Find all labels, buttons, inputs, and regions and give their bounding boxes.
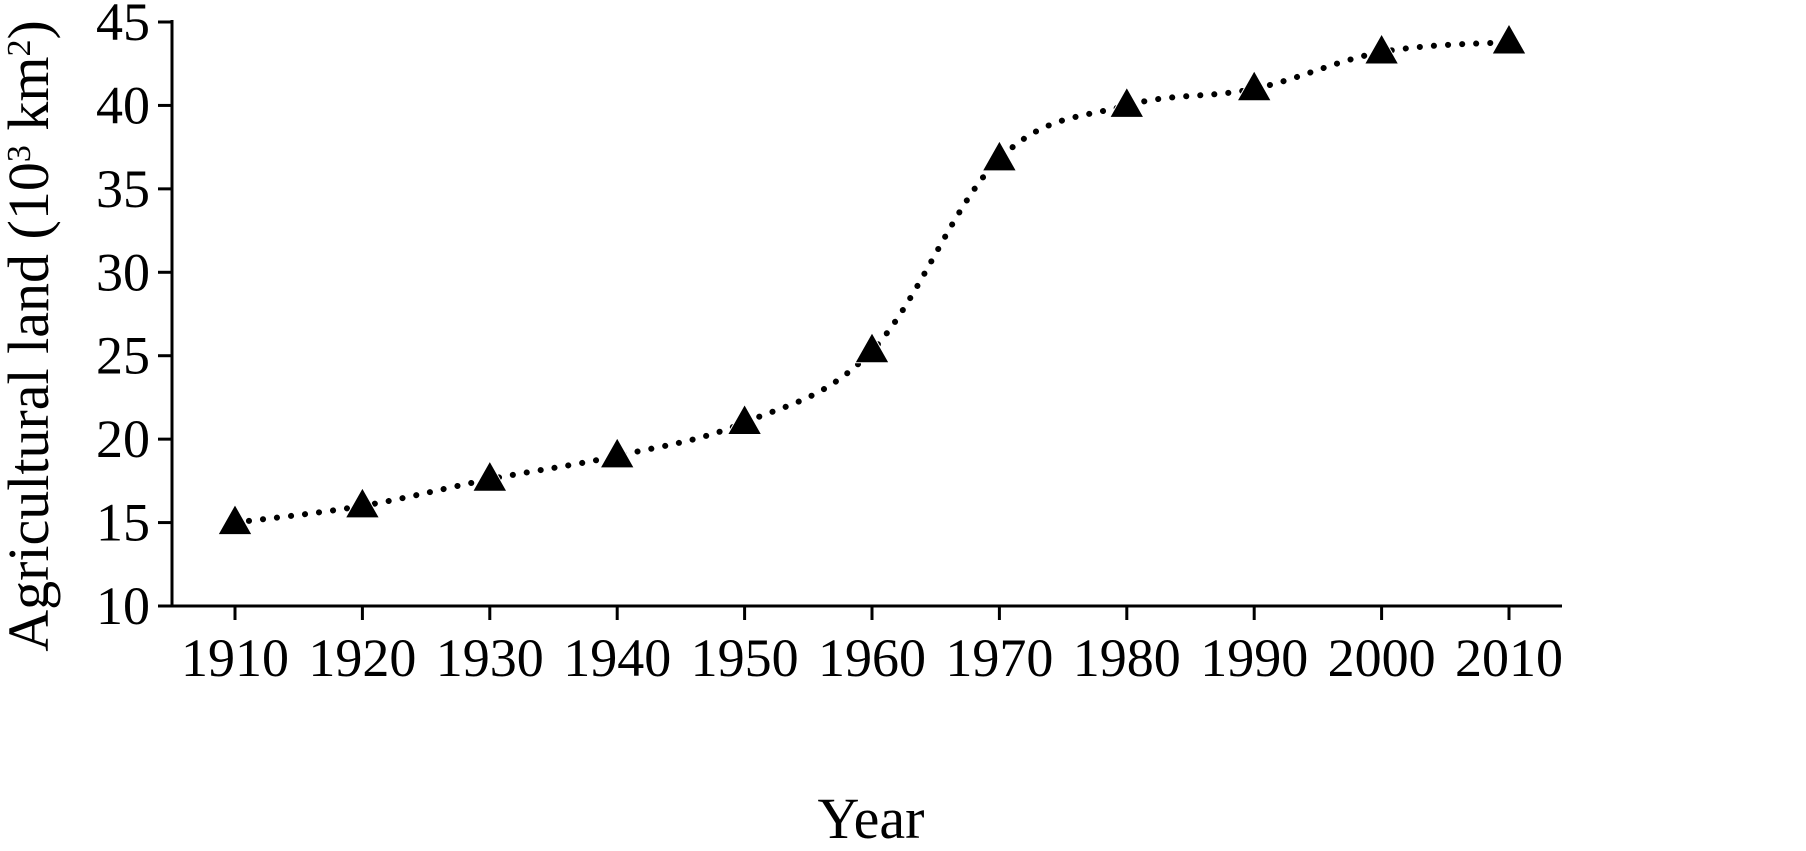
x-tick-label: 1920 bbox=[308, 628, 416, 688]
y-tick-label: 10 bbox=[96, 576, 150, 636]
y-tick-label: 35 bbox=[96, 159, 150, 219]
x-tick-label: 1970 bbox=[945, 628, 1053, 688]
y-axis-title-mid: km bbox=[0, 57, 61, 146]
data-point-triangle bbox=[344, 486, 381, 519]
y-tick-label: 40 bbox=[96, 75, 150, 135]
x-tick-label: 2010 bbox=[1455, 628, 1563, 688]
x-tick-label: 1910 bbox=[181, 628, 289, 688]
y-axis-title-suffix: ) bbox=[0, 20, 61, 39]
x-tick-label: 1930 bbox=[436, 628, 544, 688]
y-tick-label: 25 bbox=[96, 326, 150, 386]
x-tick-label: 2000 bbox=[1328, 628, 1436, 688]
data-point-triangle bbox=[1363, 33, 1400, 65]
data-markers bbox=[217, 23, 1527, 536]
y-axis-title-sup2: 2 bbox=[1, 40, 38, 57]
y-axis-title: Agricultural land (103 km2) bbox=[0, 20, 61, 652]
y-ticks: 10 15 20 25 30 35 40 45 bbox=[96, 0, 172, 636]
x-axis-title: Year bbox=[818, 786, 925, 851]
data-point-triangle bbox=[1491, 23, 1527, 55]
data-point-triangle bbox=[854, 331, 890, 364]
y-tick-label: 30 bbox=[96, 242, 150, 302]
x-ticks: 1910 1920 1930 1940 1950 1960 1970 1980 1990 2000… bbox=[181, 606, 1563, 688]
y-tick-label: 20 bbox=[96, 409, 150, 469]
data-point-triangle bbox=[599, 436, 636, 469]
data-point-triangle bbox=[471, 460, 508, 492]
data-point-triangle bbox=[1108, 86, 1145, 118]
y-axis-title-sup1: 3 bbox=[1, 145, 38, 162]
series-line bbox=[232, 39, 1512, 526]
x-tick-label: 1990 bbox=[1200, 628, 1308, 688]
data-point-triangle bbox=[1236, 69, 1273, 102]
y-axis-title-prefix: Agricultural land (10 bbox=[0, 162, 61, 652]
data-point-triangle bbox=[726, 403, 763, 435]
x-tick-label: 1940 bbox=[563, 628, 671, 688]
plot-lines bbox=[232, 39, 1512, 526]
x-tick-label: 1960 bbox=[818, 628, 926, 688]
y-tick-label: 45 bbox=[96, 0, 150, 52]
axes bbox=[170, 20, 1562, 608]
data-point-triangle bbox=[217, 503, 253, 536]
data-point-triangle bbox=[981, 139, 1018, 172]
x-tick-label: 1980 bbox=[1073, 628, 1181, 688]
x-tick-label: 1950 bbox=[691, 628, 799, 688]
y-tick-label: 15 bbox=[96, 493, 150, 553]
